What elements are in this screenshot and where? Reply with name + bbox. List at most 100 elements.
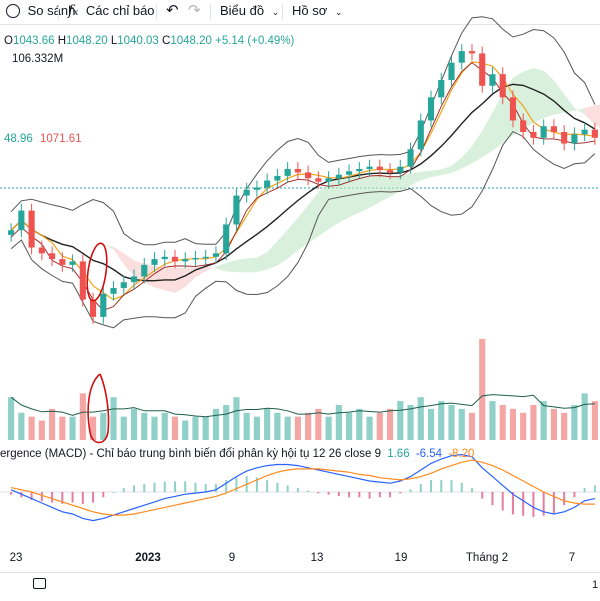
cloud-segment xyxy=(471,131,483,164)
candle-body xyxy=(468,51,476,54)
circled-price-annotation xyxy=(86,242,108,302)
volume-bar xyxy=(325,416,332,440)
volume-bar xyxy=(243,412,250,440)
candle-body xyxy=(18,210,25,231)
macd-histogram-bar xyxy=(122,488,125,492)
macd-histogram-bar xyxy=(583,488,586,492)
candle-body xyxy=(202,256,209,259)
moving-average-line xyxy=(10,83,596,282)
cloud-segment xyxy=(236,258,247,273)
volume-bar xyxy=(581,393,588,440)
volume-bar xyxy=(182,420,189,440)
cloud-segment xyxy=(584,105,595,125)
volume-legend: 106.332M xyxy=(12,53,63,65)
macd-histogram-bar xyxy=(460,482,463,492)
macd-histogram-bar xyxy=(225,480,228,492)
volume-bar xyxy=(346,412,353,440)
macd-histogram-bar xyxy=(491,492,494,506)
candle-body xyxy=(294,168,301,173)
volume-bar xyxy=(468,412,476,440)
macd-title: ergence (MACD) - Chỉ báo trung bình biến… xyxy=(0,448,381,460)
candle-body xyxy=(520,120,527,132)
time-axis: 23 2023 9 13 19 Tháng 2 7 xyxy=(0,548,600,570)
candle-body xyxy=(489,74,496,86)
cloud-segment xyxy=(523,67,534,130)
candle-body xyxy=(479,53,486,86)
bollinger-lower-line xyxy=(10,130,596,329)
cloud-segment xyxy=(174,267,186,293)
fx-icon: fx xyxy=(68,3,79,19)
candle-body xyxy=(223,224,230,254)
signal-line xyxy=(10,459,595,516)
macd-histogram-bar xyxy=(163,481,166,492)
macd-histogram-bar xyxy=(552,492,555,514)
candles xyxy=(8,44,598,324)
candle-body xyxy=(243,189,250,196)
ohlc-legend: O1043.66 H1048.20 L1040.03 C1048.20 +5.1… xyxy=(4,34,294,48)
volume-bar xyxy=(294,416,301,440)
candle-body xyxy=(130,276,138,283)
price-chart[interactable] xyxy=(0,0,600,548)
compare-button[interactable]: So sánh xyxy=(6,0,75,24)
redo-button[interactable]: ↷ xyxy=(188,0,201,24)
candle-body xyxy=(212,253,220,257)
undo-icon: ↶ xyxy=(166,2,179,19)
x-tick-label: 2023 xyxy=(135,552,161,564)
macd-histogram-bar xyxy=(51,492,54,503)
candle-body xyxy=(141,264,148,277)
cloud-segment xyxy=(420,170,432,181)
macd-histogram-bar xyxy=(542,492,545,516)
bottom-right-label: 1 xyxy=(592,579,599,591)
volume-bar xyxy=(315,408,322,440)
cloud-segment xyxy=(308,192,319,244)
chart-menu-button[interactable]: Biểu đồ ⌄ xyxy=(220,0,279,24)
high-prefix: H xyxy=(57,35,67,47)
volume-bar xyxy=(151,416,158,440)
macd-legend: ergence (MACD) - Chỉ báo trung bình biến… xyxy=(0,448,474,460)
candle-body xyxy=(305,172,312,179)
candle-body xyxy=(550,126,557,132)
undo-button[interactable]: ↶ xyxy=(166,0,179,24)
candle-body xyxy=(325,178,332,182)
chevron-down-icon: ⌄ xyxy=(334,7,343,17)
candle-body xyxy=(386,170,394,173)
candle-body xyxy=(233,195,240,225)
volume-bar xyxy=(530,405,537,440)
profile-menu-button[interactable]: Hồ sơ ⌄ xyxy=(292,0,342,24)
cloud-segment xyxy=(379,175,391,203)
volume-bar xyxy=(284,416,291,440)
replay-icon[interactable] xyxy=(33,578,46,589)
candle-body xyxy=(28,210,35,248)
candle-body xyxy=(346,171,353,175)
hist-value: -8.20 xyxy=(448,448,475,460)
macd-histogram-bar xyxy=(286,485,289,492)
cloud-segment xyxy=(533,67,544,123)
candle-body xyxy=(69,261,76,265)
candle-body xyxy=(110,288,117,294)
candle-body xyxy=(581,129,588,135)
cloud-segment xyxy=(113,246,124,265)
annotations xyxy=(86,242,110,444)
cloud-segment xyxy=(267,241,278,270)
toolbar-divider xyxy=(210,4,211,20)
volume-bar xyxy=(509,408,517,440)
macd-histogram-bar xyxy=(470,488,473,492)
candle-body xyxy=(376,166,383,171)
volume-bar xyxy=(417,397,424,440)
macd-histogram-bar xyxy=(235,477,238,492)
indicators-button[interactable]: fx Các chỉ báo xyxy=(68,0,155,24)
fast-average-line xyxy=(10,61,595,301)
macd-histogram-bar xyxy=(194,482,197,492)
volume-bar xyxy=(335,405,342,440)
macd-histogram-bar xyxy=(276,482,279,492)
candle-body xyxy=(100,293,107,317)
volume-bar xyxy=(89,416,97,440)
candle-body xyxy=(264,180,271,188)
candle-body xyxy=(417,120,424,150)
macd-histogram-bar xyxy=(296,488,299,492)
open-prefix: O xyxy=(4,35,13,47)
volume-bar xyxy=(438,401,445,440)
macd-histogram-bar xyxy=(358,492,361,498)
macd-histogram-bar xyxy=(389,492,392,498)
chevron-down-icon: ⌄ xyxy=(271,7,280,17)
